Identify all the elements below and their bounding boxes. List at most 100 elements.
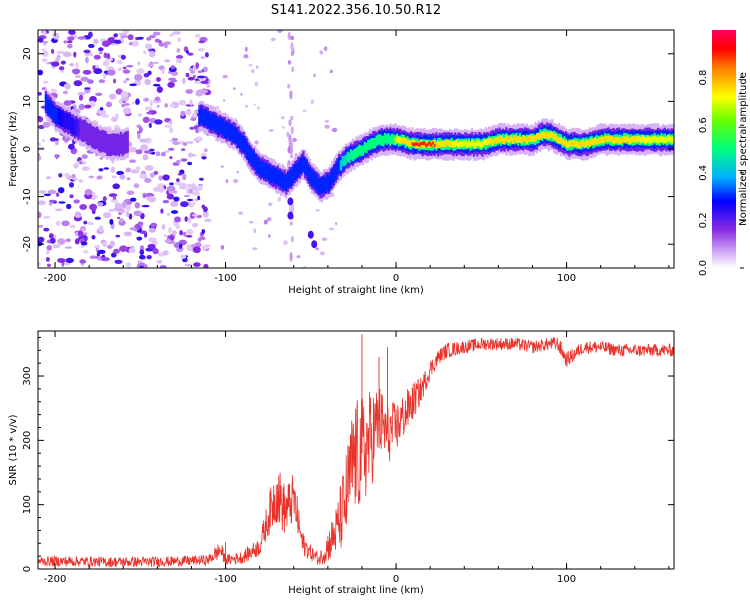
snr-xtick-label: -200 (44, 574, 67, 585)
noise-speck (110, 166, 116, 174)
ridge-cell (672, 136, 674, 143)
spectrogram-xtick-label: 100 (557, 273, 576, 284)
spectrogram-ytick-label: 10 (22, 95, 33, 108)
ridge-cell (566, 141, 569, 148)
noise-speck (95, 92, 103, 97)
ridge-cell (595, 139, 598, 146)
noise-speck (137, 113, 143, 117)
ridge-cell (300, 156, 303, 174)
ridge-cell (433, 140, 436, 147)
ridge-cell (454, 140, 457, 147)
noise-speck (102, 60, 110, 67)
ridge-cell (450, 141, 453, 148)
ridge-cell (254, 154, 257, 171)
ridge-cell (286, 171, 290, 189)
noise-speck (149, 172, 155, 178)
noise-speck (149, 34, 156, 39)
noise-speck (158, 175, 163, 181)
noise-speck (137, 132, 141, 140)
noise-speck (195, 128, 199, 134)
noise-speck (133, 74, 143, 81)
noise-speck (135, 98, 140, 105)
noise-speck (79, 161, 83, 164)
ridge-cell (116, 133, 119, 156)
noise-speck (58, 173, 63, 178)
noise-speck (180, 254, 187, 259)
noise-speck (335, 222, 338, 226)
noise-speck (38, 142, 42, 146)
ridge-cell (438, 141, 441, 148)
noise-speck (75, 75, 81, 78)
noise-speck (109, 240, 116, 247)
noise-speck (151, 240, 158, 246)
ridge-cell (648, 137, 651, 144)
noise-speck (164, 44, 168, 49)
noise-speck (99, 107, 104, 111)
ridge-cell (605, 135, 608, 142)
noise-speck (192, 222, 198, 228)
noise-speck (83, 49, 91, 54)
noise-speck (52, 244, 61, 249)
noise-speck (123, 30, 130, 34)
noise-speck (125, 210, 130, 218)
noise-speck (84, 87, 91, 90)
noise-speck (83, 220, 88, 225)
noise-speck (164, 103, 168, 108)
snr-xtick-label: 0 (393, 574, 399, 585)
noise-speck (57, 238, 66, 245)
noise-speck (91, 191, 96, 197)
noise-speck (244, 104, 249, 108)
noise-speck (201, 204, 205, 209)
ridge-cell (107, 134, 111, 156)
noise-speck (156, 260, 163, 264)
ridge-cell (621, 136, 624, 143)
noise-speck (84, 189, 93, 196)
ridge-cell (266, 163, 269, 181)
ridge-cell (628, 137, 631, 144)
noise-speck (177, 37, 182, 42)
noise-speck (236, 171, 240, 174)
noise-speck (118, 32, 128, 36)
noise-speck (38, 200, 46, 206)
noise-speck (148, 62, 154, 68)
snr-xtick-label: 100 (557, 574, 576, 585)
ridge-cell (592, 138, 595, 145)
ridge-cell (668, 136, 672, 143)
noise-speck (88, 175, 95, 179)
noise-speck (289, 90, 293, 100)
ridge-cell (305, 159, 308, 176)
noise-speck (197, 48, 205, 52)
ridge-cell (351, 150, 354, 162)
ridge-cell (373, 137, 377, 149)
noise-speck (108, 93, 117, 100)
ridge-cell (428, 141, 431, 145)
noise-speck (96, 175, 103, 180)
ridge-cell (94, 127, 97, 150)
noise-speck (129, 159, 136, 163)
ridge-cell (459, 140, 462, 147)
ridge-cell (556, 136, 559, 143)
ridge-cell (404, 137, 407, 144)
figure-title: S141.2022.356.10.50.R12 (271, 3, 441, 18)
noise-speck (289, 205, 293, 213)
noise-speck (45, 257, 50, 262)
ridge-cell (426, 142, 429, 146)
ridge-cell (578, 142, 581, 149)
ridge-cell (275, 167, 278, 184)
noise-speck (45, 250, 50, 255)
noise-speck (65, 238, 71, 243)
ridge-cell (315, 174, 319, 191)
noise-speck (123, 231, 133, 237)
ridge-cell (484, 139, 487, 146)
ridge-cell (474, 142, 477, 149)
ridge-cell (406, 139, 409, 146)
ridge-cell (292, 166, 295, 183)
ridge-cell (256, 157, 259, 174)
noise-speck (194, 198, 199, 202)
ridge-cell (268, 164, 271, 181)
ridge-cell (532, 135, 535, 143)
noise-speck (79, 225, 87, 232)
ridge-cell (437, 141, 440, 148)
noise-speck (173, 196, 180, 202)
noise-speck (160, 208, 164, 214)
